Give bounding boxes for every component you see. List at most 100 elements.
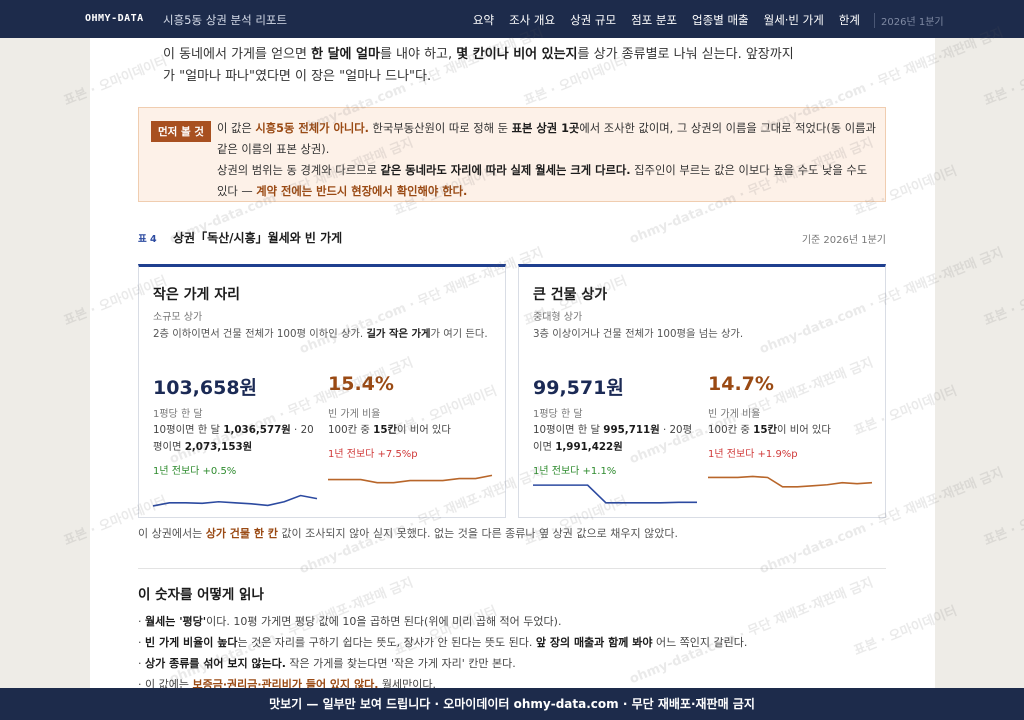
table-basis: 기준 2026년 1분기	[801, 235, 886, 246]
howto-item: · 상가 종류를 섞어 보지 않는다. 작은 가게를 찾는다면 '작은 가게 자…	[138, 655, 516, 671]
nav-link[interactable]: 업종별 매출	[692, 13, 749, 27]
emphasis: 시흥5동 전체가 아니다.	[255, 122, 369, 135]
emphasis: 같은 동네라도 자리에 따라 실제 월세는 크게 다르다.	[380, 164, 631, 177]
text-run: 작은 가게를 찾는다면 '작은 가게 자리' 칸만 본다.	[285, 657, 516, 670]
value-change: 1년 전보다 +1.9%p	[708, 449, 798, 460]
trend-line	[533, 484, 697, 504]
note: 이 상권에서는 상가 건물 한 칸 값이 조사되지 않아 싣지 못했다. 없는 …	[138, 525, 678, 543]
text-run: 100칸 중	[708, 424, 754, 436]
text-run: 100칸 중	[328, 424, 374, 436]
emphasis: 상가 건물 한 칸	[205, 527, 278, 540]
nav-link[interactable]: 요약	[472, 13, 495, 27]
emphasis: 15칸	[753, 424, 777, 436]
divider	[138, 568, 886, 569]
text-run: 3층 이상이거나 건물 전체가 100평을 넘는 상가.	[533, 328, 744, 340]
brand[interactable]: OHMY-DATA	[85, 13, 144, 24]
watermark: 표본 · 오마이데이터	[981, 493, 1024, 549]
value-label: 빈 가게 비율	[328, 409, 381, 420]
report-title: 시흥5동 상권 분석 리포트	[163, 13, 288, 27]
watermark: 표본 · 오마이데이터	[981, 273, 1024, 329]
text-run: 상권의 범위는 동 경계와 다르므로	[217, 164, 381, 177]
card-subtitle: 소규모 상가	[153, 312, 203, 323]
emphasis: 2,073,153원	[184, 441, 253, 453]
table-title: 상권「독산/시흥」월세와 빈 가게	[173, 231, 343, 245]
text-run: 2층 이하이면서 건물 전체가 100평 이하인 상가.	[153, 328, 367, 340]
emphasis: 표본 상권 1곳	[511, 122, 580, 135]
value-detail: 100칸 중 15칸이 비어 있다	[708, 422, 873, 439]
nav-link[interactable]: 월세·빈 가게	[763, 13, 824, 27]
value-detail: 100칸 중 15칸이 비어 있다	[328, 422, 493, 439]
text-run: ·	[138, 615, 145, 628]
howto-item: · 빈 가게 비율이 높다는 것은 자리를 구하기 쉽다는 뜻도, 장사가 안 …	[138, 634, 747, 650]
watermark: 표본 · 오마이데이터	[981, 53, 1024, 109]
text-run: 10평이면 한 달	[533, 424, 604, 436]
card-desc: 3층 이상이거나 건물 전체가 100평을 넘는 상가.	[533, 326, 868, 342]
text-run: 이 비어 있다	[776, 424, 831, 436]
nav-link[interactable]: 한계	[838, 13, 860, 27]
value-change: 1년 전보다 +1.1%	[533, 466, 617, 477]
callout: 먼저 볼 것 이 값은 시흥5동 전체가 아니다. 한국부동산원이 따로 정해 …	[138, 107, 886, 202]
big-value: 15.4%	[328, 373, 394, 395]
table-label: 표 4	[138, 234, 157, 245]
text-run: 월세만이다.	[378, 678, 437, 691]
value-change: 1년 전보다 +7.5%p	[328, 449, 418, 460]
callout-text: 이 값은 시흥5동 전체가 아니다. 한국부동산원이 따로 정해 둔 표본 상권…	[217, 118, 877, 202]
text-run: 이 동네에서 가게를 얻으면	[163, 47, 312, 62]
howto-item: · 월세는 '평당'이다. 10평 가게면 평당 값에 10을 곱하면 된다(위…	[138, 613, 561, 629]
text-run: 이 값은	[217, 122, 256, 135]
nav-link[interactable]: 점포 분포	[631, 13, 678, 27]
card-desc: 2층 이하이면서 건물 전체가 100평 이하인 상가. 길가 작은 가게가 여…	[153, 326, 488, 342]
period: 2026년 1분기	[874, 13, 944, 28]
text-run: ·	[138, 636, 145, 649]
emphasis: 15칸	[373, 424, 397, 436]
emphasis: 1,036,577원	[223, 424, 291, 436]
sparkline	[708, 475, 873, 488]
sparkline	[328, 474, 493, 484]
callout-line: 상권의 범위는 동 경계와 다르므로 같은 동네라도 자리에 따라 실제 월세는…	[217, 160, 877, 202]
callout-line: 이 값은 시흥5동 전체가 아니다. 한국부동산원이 따로 정해 둔 표본 상권…	[217, 118, 877, 160]
emphasis: 상가 종류를 섞어 보지 않는다.	[145, 657, 286, 670]
value-change: 1년 전보다 +0.5%	[153, 466, 237, 477]
text-run: 집주인이 부르는 값은 이보다 높을 수도 낮을 수도 있다 —	[217, 164, 868, 198]
text-run: 를 내야 하고,	[379, 47, 457, 62]
text-run: 한국부동산원이 따로 정해 둔	[368, 122, 512, 135]
nav-link[interactable]: 조사 개요	[509, 13, 556, 27]
text-run: 가 여기 든다.	[430, 328, 488, 340]
emphasis: 995,711원	[603, 424, 660, 436]
nav-links: 요약 조사 개요 상권 규모 점포 분포 업종별 매출 월세·빈 가게 한계	[473, 12, 860, 28]
card-subtitle: 중대형 상가	[533, 312, 583, 323]
sparkline	[533, 484, 697, 504]
text-run: 이다. 10평 가게면 평당 값에 10을 곱하면 된다(위에 미리 곱해 적어…	[206, 615, 562, 628]
big-value: 14.7%	[708, 373, 774, 395]
nav-link[interactable]: 상권 규모	[570, 13, 617, 27]
text-run: 값이 조사되지 않아 싣지 못했다. 없는 것을 다른 종류나 옆 상권 값으로…	[277, 527, 678, 540]
value-label: 1평당 한 달	[533, 409, 583, 420]
emphasis: 빈 가게 비율이 높다	[145, 636, 238, 649]
text-run: · 20평이면	[153, 424, 314, 453]
trend-line	[708, 475, 873, 488]
sparkline	[152, 494, 318, 507]
emphasis: 1,991,422원	[555, 441, 623, 453]
emphasis: 월세는 '평당'	[145, 615, 207, 628]
value-detail: 10평이면 한 달 995,711원 · 20평이면 1,991,422원	[533, 422, 698, 456]
value-label: 1평당 한 달	[153, 409, 203, 420]
top-nav: OHMY-DATA 시흥5동 상권 분석 리포트 요약 조사 개요 상권 규모 점포 …	[0, 0, 1024, 38]
text-run: 를 상가 종류별로 나눠 싣는다. 앞장까지가 "얼마나 파나"였다면 이 장은…	[163, 47, 794, 84]
text-run: · 20평이면	[533, 424, 693, 453]
card-title: 작은 가게 자리	[153, 287, 241, 303]
big-value: 99,571원	[533, 377, 624, 399]
text-run: ·	[138, 657, 145, 670]
text-run: 10평이면 한 달	[153, 424, 224, 436]
intro: 이 동네에서 가게를 얻으면 한 달에 얼마를 내야 하고, 몇 칸이나 비어 …	[163, 44, 803, 88]
value-label: 빈 가게 비율	[708, 409, 761, 420]
emphasis: 앞 장의 매출과 함께 봐야	[535, 636, 653, 649]
text-run: 어느 쪽인지 갈린다.	[652, 636, 748, 649]
emphasis: 길가 작은 가게	[366, 328, 431, 340]
text-run: 는 것은 자리를 구하기 쉽다는 뜻도, 장사가 안 된다는 뜻도 된다.	[237, 636, 536, 649]
big-value: 103,658원	[153, 377, 258, 399]
card-title: 큰 건물 상가	[533, 287, 608, 303]
text-run: 이 상권에서는	[138, 527, 206, 540]
